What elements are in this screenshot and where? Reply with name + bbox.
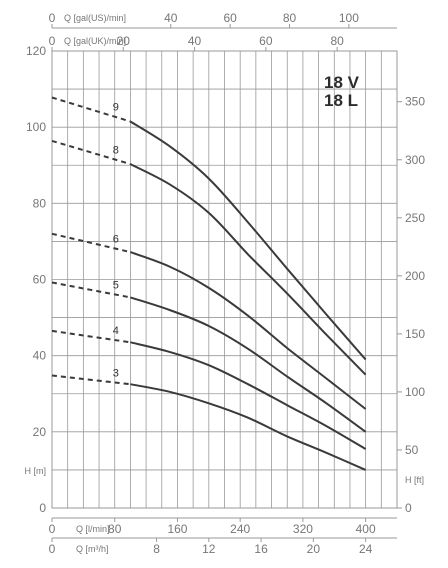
curve-8 [129, 163, 367, 376]
curve-6-dashed [51, 232, 131, 254]
curve-8-dashed [51, 139, 131, 166]
plot-frame [51, 50, 398, 509]
axes [51, 24, 402, 542]
tick-label-lpm: 240 [230, 522, 250, 536]
tick-label-m3h: 24 [359, 542, 373, 556]
left-tick-label: 40 [33, 349, 47, 363]
curve-4 [130, 341, 367, 450]
curve-label-8: 8 [113, 144, 119, 156]
left-tick-label: 0 [39, 501, 46, 515]
curve-5-dashed [51, 281, 131, 299]
axis-label-lpm: Q [l/min] [76, 524, 110, 534]
curve-9 [129, 120, 367, 361]
right-tick-label: 0 [405, 501, 412, 515]
model-label-1: 18 V [324, 73, 360, 92]
right-tick-label: 100 [405, 385, 425, 399]
curve-9-dashed [51, 96, 131, 123]
curve-label-3: 3 [113, 367, 119, 379]
left-tick-label: 80 [33, 196, 47, 210]
curve-label-5: 5 [113, 279, 119, 291]
left-tick-label: 100 [26, 120, 46, 134]
tick-label-lpm: 160 [167, 522, 187, 536]
tick-label-ukgpm: 20 [117, 34, 131, 48]
curve-label-9: 9 [113, 102, 119, 114]
tick-label-m3h: 16 [254, 542, 268, 556]
right-tick-label: 150 [405, 327, 425, 341]
left-tick-label: 20 [33, 425, 47, 439]
axis-label-usgpm: Q [gal(US)/min] [64, 13, 126, 23]
tick-label-m3h: 8 [153, 542, 160, 556]
curve-label-6: 6 [113, 233, 119, 245]
left-tick-label: 60 [33, 273, 47, 287]
axis-label-m3h: Q [m³/h] [76, 544, 109, 554]
model-label-2: 18 L [324, 91, 358, 110]
tick-label-lpm: 320 [293, 522, 313, 536]
tick-label-ukgpm: 60 [259, 34, 273, 48]
grid-lines [51, 50, 398, 509]
tick-label-lpm: 0 [49, 522, 56, 536]
curve-4-dashed [51, 329, 131, 344]
tick-label-m3h: 12 [202, 542, 216, 556]
right-axis-label: H [ft] [405, 475, 424, 485]
curves [51, 96, 367, 471]
tick-label-m3h: 0 [49, 542, 56, 556]
right-tick-label: 50 [405, 443, 419, 457]
tick-label-usgpm: 80 [283, 11, 297, 25]
curve-3-dashed [51, 374, 131, 386]
tick-label-ukgpm: 40 [188, 34, 202, 48]
left-axis-label: H [m] [25, 466, 47, 476]
axis-label-ukgpm: Q [gal(UK)/min] [64, 36, 126, 46]
tick-label-lpm: 80 [108, 522, 122, 536]
curve-label-4: 4 [113, 325, 119, 337]
tick-label-usgpm: 100 [339, 11, 359, 25]
tick-label-ukgpm: 80 [330, 34, 344, 48]
tick-label-usgpm: 60 [223, 11, 237, 25]
curve-6 [130, 251, 367, 410]
tick-label-usgpm: 0 [49, 11, 56, 25]
right-tick-label: 200 [405, 269, 425, 283]
tick-label-m3h: 20 [307, 542, 321, 556]
tick-label-ukgpm: 0 [49, 34, 56, 48]
right-tick-label: 350 [405, 95, 425, 109]
curve-3 [130, 383, 366, 471]
curve-5 [130, 296, 367, 433]
tick-label-lpm: 400 [356, 522, 376, 536]
right-tick-label: 250 [405, 211, 425, 225]
left-tick-label: 120 [26, 44, 46, 58]
right-tick-label: 300 [405, 153, 425, 167]
tick-label-usgpm: 40 [164, 11, 178, 25]
